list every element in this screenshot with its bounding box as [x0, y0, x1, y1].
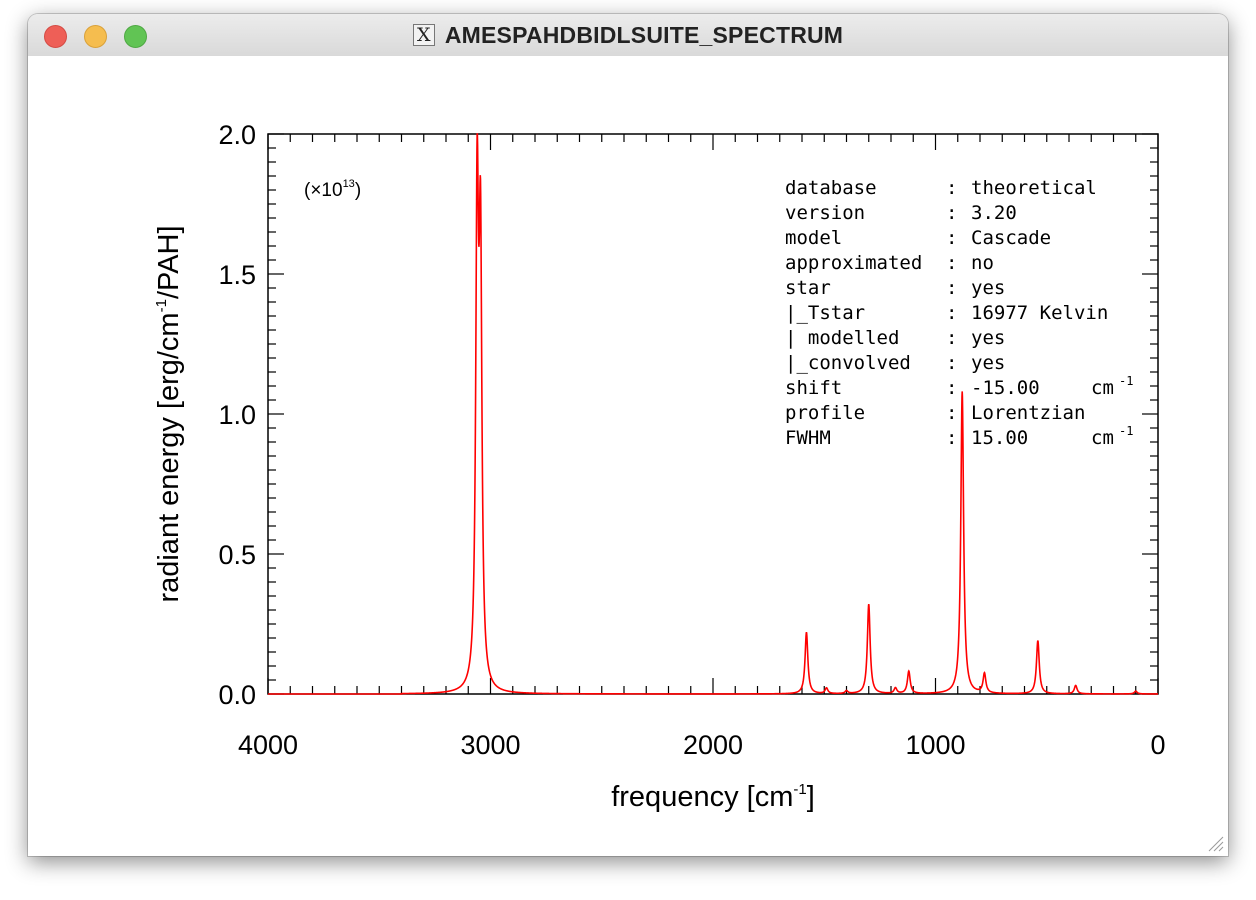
info-key: FWHM — [785, 427, 831, 449]
spectrum-chart: 4000 3000 2000 1000 0 0.0 0.5 1.0 1.5 2.0 freque… — [153, 120, 1166, 813]
y-tick-label: 1.5 — [218, 260, 256, 290]
info-colon: : — [946, 377, 957, 399]
resize-grip-icon[interactable] — [1204, 832, 1224, 852]
info-value: yes — [971, 352, 1005, 374]
info-value: no — [971, 252, 994, 274]
info-colon: : — [946, 277, 957, 299]
info-key: |_Tstar — [785, 302, 865, 324]
x-tick-label: 1000 — [905, 730, 965, 760]
info-key: |_convolved — [785, 352, 911, 374]
info-value: yes — [971, 277, 1005, 299]
info-unit-sup: -1 — [1119, 424, 1133, 438]
plot-area: 4000 3000 2000 1000 0 0.0 0.5 1.0 1.5 2.0 freque… — [28, 56, 1228, 856]
info-value: -15.00 — [971, 377, 1040, 399]
minimize-button[interactable] — [84, 25, 107, 48]
scale-note: (×1013) — [304, 178, 361, 201]
info-colon: : — [946, 302, 957, 324]
info-key: profile — [785, 402, 865, 424]
spectrum-window: X AMESPAHDBIDLSUITE_SPECTRUM 4000 3000 200… — [28, 14, 1228, 856]
x-tick-label: 4000 — [238, 730, 298, 760]
info-colon: : — [946, 327, 957, 349]
y-tick-label: 0.0 — [218, 680, 256, 710]
x-tick-labels: 4000 3000 2000 1000 0 — [238, 730, 1166, 760]
x-axis-label: frequency [cm-1] — [611, 781, 815, 813]
info-key: shift — [785, 377, 842, 399]
info-key: model — [785, 227, 842, 249]
y-tick-label: 1.0 — [218, 400, 256, 430]
spectrum-line — [268, 133, 1158, 695]
x11-icon: X — [412, 24, 435, 46]
info-colon: : — [946, 227, 957, 249]
info-unit: cm — [1091, 427, 1114, 449]
info-value: 3.20 — [971, 202, 1017, 224]
maximize-button[interactable] — [124, 25, 147, 48]
info-value: yes — [971, 327, 1005, 349]
info-colon: : — [946, 252, 957, 274]
y-tick-labels: 0.0 0.5 1.0 1.5 2.0 — [218, 120, 256, 710]
info-value: 16977 Kelvin — [971, 302, 1108, 324]
info-value: Lorentzian — [971, 402, 1085, 424]
title-bar[interactable]: X AMESPAHDBIDLSUITE_SPECTRUM — [28, 14, 1228, 57]
x-tick-label: 0 — [1150, 730, 1165, 760]
info-colon: : — [946, 402, 957, 424]
window-title: AMESPAHDBIDLSUITE_SPECTRUM — [444, 21, 844, 48]
info-colon: : — [946, 177, 957, 199]
title-group: X AMESPAHDBIDLSUITE_SPECTRUM — [28, 14, 1228, 56]
y-axis-label: radiant energy [erg/cm-1/PAH] — [153, 225, 185, 602]
info-colon: : — [946, 202, 957, 224]
info-value: 15.00 — [971, 427, 1028, 449]
y-tick-label: 0.5 — [218, 540, 256, 570]
y-tick-label: 2.0 — [218, 120, 256, 150]
info-colon: : — [946, 352, 957, 374]
info-key: star — [785, 277, 831, 299]
info-key: | modelled — [785, 327, 899, 349]
info-value: theoretical — [971, 177, 1097, 199]
info-colon: : — [946, 427, 957, 449]
x-tick-label: 2000 — [683, 730, 743, 760]
info-key: approximated — [785, 252, 922, 274]
info-key: version — [785, 202, 865, 224]
info-unit-sup: -1 — [1119, 374, 1133, 388]
info-unit: cm — [1091, 377, 1114, 399]
info-key: database — [785, 177, 877, 199]
info-value: Cascade — [971, 227, 1051, 249]
close-button[interactable] — [44, 25, 67, 48]
axis-ticks — [267, 133, 1159, 695]
x-tick-label: 3000 — [460, 730, 520, 760]
